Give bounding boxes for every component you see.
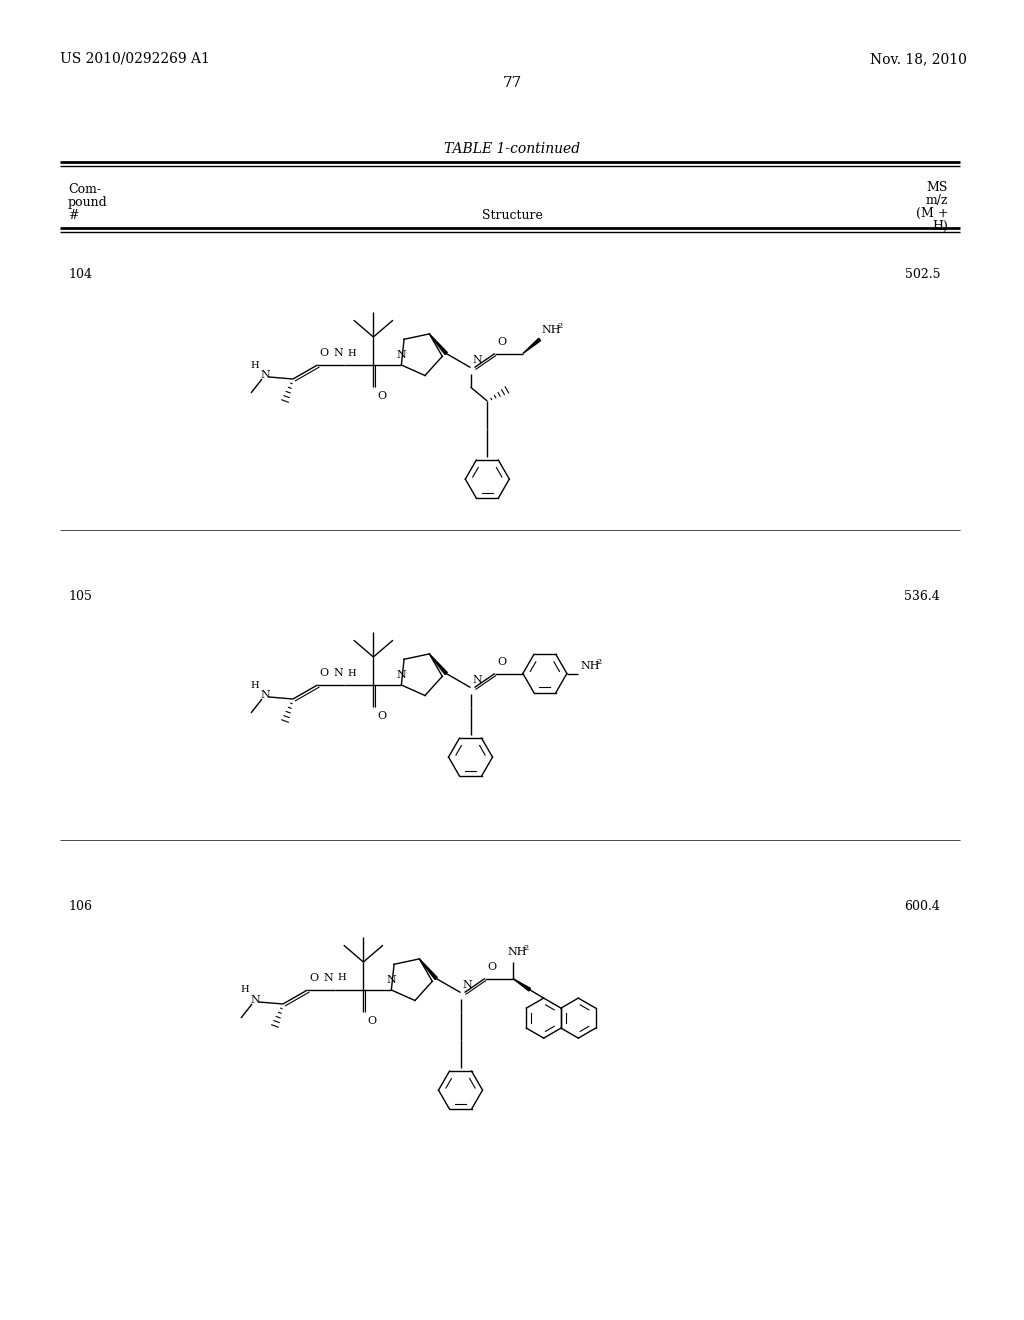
Text: N: N [472, 675, 482, 685]
Text: 536.4: 536.4 [904, 590, 940, 603]
Text: H: H [251, 681, 259, 689]
Text: TABLE 1-continued: TABLE 1-continued [444, 143, 580, 156]
Text: H: H [251, 360, 259, 370]
Text: N: N [260, 370, 270, 380]
Text: #: # [68, 209, 79, 222]
Text: NH: NH [542, 325, 561, 334]
Text: NH: NH [580, 660, 600, 671]
Polygon shape [523, 338, 541, 354]
Text: 2: 2 [596, 657, 601, 665]
Text: N: N [260, 690, 270, 700]
Text: O: O [319, 348, 329, 358]
Text: N: N [396, 350, 407, 360]
Text: O: O [319, 668, 329, 678]
Text: US 2010/0292269 A1: US 2010/0292269 A1 [60, 51, 210, 66]
Polygon shape [513, 978, 530, 991]
Text: Com-: Com- [68, 183, 101, 195]
Text: m/z: m/z [926, 194, 948, 207]
Text: N: N [472, 355, 482, 364]
Text: 106: 106 [68, 900, 92, 913]
Text: O: O [378, 711, 386, 722]
Text: N: N [396, 671, 407, 680]
Text: N: N [334, 668, 343, 678]
Text: Structure: Structure [481, 209, 543, 222]
Text: N: N [250, 995, 260, 1005]
Text: Nov. 18, 2010: Nov. 18, 2010 [870, 51, 967, 66]
Text: H: H [347, 348, 356, 358]
Text: 2: 2 [524, 944, 529, 952]
Text: 104: 104 [68, 268, 92, 281]
Text: O: O [497, 656, 506, 667]
Text: 77: 77 [503, 77, 521, 90]
Text: N: N [463, 979, 472, 990]
Text: MS: MS [927, 181, 948, 194]
Text: H: H [347, 668, 356, 677]
Text: O: O [378, 392, 386, 401]
Text: NH: NH [508, 946, 527, 957]
Text: O: O [368, 1016, 377, 1027]
Text: 502.5: 502.5 [904, 268, 940, 281]
Text: O: O [486, 961, 496, 972]
Text: N: N [334, 348, 343, 358]
Text: O: O [309, 973, 318, 983]
Text: N: N [386, 975, 396, 985]
Text: N: N [324, 973, 334, 983]
Text: O: O [497, 337, 506, 347]
Text: 105: 105 [68, 590, 92, 603]
Text: H): H) [932, 220, 948, 234]
Polygon shape [420, 958, 437, 979]
Text: H: H [337, 974, 346, 982]
Polygon shape [429, 653, 447, 675]
Text: pound: pound [68, 195, 108, 209]
Text: 600.4: 600.4 [904, 900, 940, 913]
Text: (M +: (M + [915, 207, 948, 220]
Text: 2: 2 [558, 322, 563, 330]
Polygon shape [429, 334, 447, 355]
Text: H: H [241, 986, 249, 994]
